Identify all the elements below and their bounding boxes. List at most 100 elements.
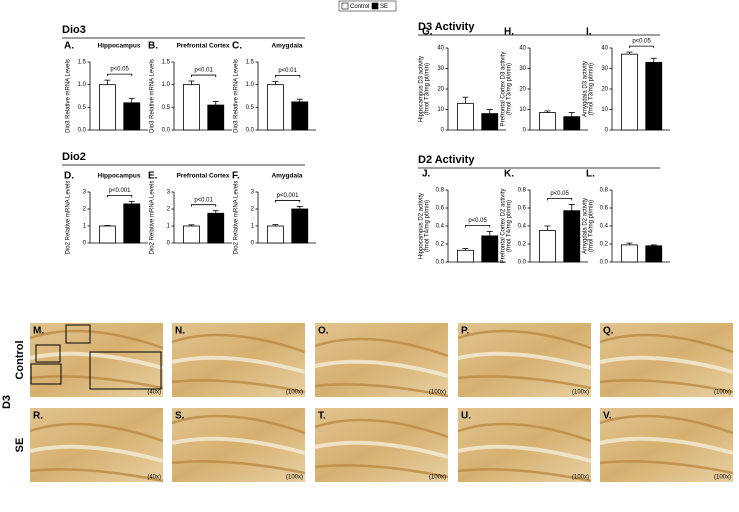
y-axis-label: Prefrontal Cortex D3 activity bbox=[501, 52, 507, 127]
significance-label: p<0.05 bbox=[632, 39, 651, 45]
significance-bracket bbox=[629, 45, 655, 49]
tissue-layer bbox=[171, 333, 306, 354]
micrograph: S. (100x) bbox=[171, 408, 306, 482]
tissue-layer bbox=[314, 359, 449, 378]
micrograph-panel: P. bbox=[461, 326, 469, 337]
y-tick-label: 0.6 bbox=[436, 206, 445, 212]
tissue-layer bbox=[171, 460, 306, 475]
micrograph-panel: Q. bbox=[603, 326, 614, 337]
bar bbox=[99, 84, 116, 131]
magnification: (100x) bbox=[572, 390, 589, 396]
tissue-layer bbox=[457, 444, 592, 463]
bar bbox=[563, 210, 581, 263]
y-axis-label: Dio2 Relative mRNA Levels bbox=[234, 181, 240, 255]
tissue-layer bbox=[29, 444, 164, 463]
panel-letter: A. bbox=[64, 41, 74, 52]
y-axis-label: (fmol T4/mg pt/min) bbox=[589, 200, 595, 252]
panel-letter: B. bbox=[148, 41, 158, 52]
y-tick-label: 0.6 bbox=[600, 206, 609, 212]
tissue-layer bbox=[599, 460, 734, 475]
y-axis-label: (fmol T4/mg pt/min) bbox=[507, 200, 513, 252]
significance-label: p<0.001 bbox=[109, 188, 132, 194]
significance-label: p<0.01 bbox=[194, 68, 213, 74]
y-axis-label: Dio2 Relative mRNA Levels bbox=[66, 181, 72, 255]
bar bbox=[182, 225, 200, 244]
inset-box bbox=[65, 324, 91, 344]
y-tick-label: 0.0 bbox=[600, 260, 609, 266]
y-tick-label: 0 bbox=[441, 128, 445, 134]
y-axis-label: (fmol T4/mg pt/min) bbox=[425, 200, 431, 252]
y-tick-label: 0.0 bbox=[518, 260, 527, 266]
y-tick-label: 2 bbox=[83, 207, 87, 213]
micrograph: O. (100x) bbox=[314, 323, 449, 398]
micrograph: R. (40x) bbox=[29, 408, 164, 483]
y-axis-label: Dio2 Relative mRNA Levels bbox=[150, 181, 156, 255]
y-tick-label: 1.5 bbox=[78, 60, 87, 66]
y-tick-label: 20 bbox=[519, 87, 526, 93]
y-tick-label: 1 bbox=[251, 224, 255, 230]
tissue-layer bbox=[314, 464, 449, 479]
micrograph: U. (100x) bbox=[457, 408, 592, 483]
bar bbox=[291, 101, 309, 131]
y-tick-label: 2 bbox=[167, 207, 171, 213]
tissue-layer bbox=[29, 422, 164, 443]
bar bbox=[539, 230, 556, 263]
y-tick-label: 40 bbox=[437, 46, 444, 52]
bar bbox=[481, 113, 499, 131]
inset-box bbox=[30, 363, 62, 385]
y-tick-label: 0 bbox=[167, 241, 171, 247]
significance-bracket bbox=[275, 200, 301, 203]
significance-bracket bbox=[191, 204, 217, 207]
y-tick-label: 0 bbox=[251, 241, 255, 247]
tissue-layer bbox=[457, 422, 592, 443]
y-tick-label: 0.0 bbox=[246, 128, 255, 134]
y-axis-label: Dio3 Relative mRNA Levels bbox=[66, 59, 72, 133]
chart-title: Amygdala bbox=[271, 173, 302, 180]
y-axis-label: Dio3 Relative mRNA Levels bbox=[234, 59, 240, 133]
y-tick-label: 0.2 bbox=[518, 242, 527, 248]
micrograph: P. (100x) bbox=[457, 323, 592, 397]
significance-label: p<0.05 bbox=[110, 67, 129, 73]
bar bbox=[456, 249, 474, 263]
magnification: (40x) bbox=[147, 475, 161, 481]
y-tick-label: 30 bbox=[601, 66, 608, 72]
chart-title: Amygdala bbox=[271, 43, 302, 50]
bar bbox=[563, 116, 581, 131]
y-tick-label: 3 bbox=[251, 190, 255, 196]
y-tick-label: 0.8 bbox=[600, 188, 609, 194]
y-tick-label: 40 bbox=[519, 46, 526, 52]
row-label: Control bbox=[14, 340, 26, 379]
legend-label: Control bbox=[350, 4, 369, 10]
y-tick-label: 30 bbox=[519, 66, 526, 72]
panel-letter: H. bbox=[504, 27, 514, 38]
significance-label: p<0.01 bbox=[278, 68, 297, 74]
y-tick-label: 0.4 bbox=[518, 224, 527, 230]
micrograph: M. (40x) bbox=[29, 323, 164, 397]
tissue-layer bbox=[314, 418, 449, 439]
tissue-layer bbox=[457, 351, 592, 370]
y-tick-label: 0.2 bbox=[600, 242, 609, 248]
magnification: (100x) bbox=[286, 390, 303, 396]
panel-letter: E. bbox=[148, 171, 158, 182]
legend-swatch bbox=[371, 2, 379, 10]
magnification: (100x) bbox=[429, 475, 446, 481]
y-axis-label: Dio3 Relative mRNA Levels bbox=[150, 59, 156, 133]
micrograph-panel: M. bbox=[33, 326, 44, 337]
y-axis-label: Hippocampus D2 activity bbox=[419, 193, 425, 259]
y-axis-label: Amygdala D2 activity bbox=[583, 198, 589, 254]
panel-letter: J. bbox=[422, 169, 431, 180]
micrograph-panel: N. bbox=[175, 326, 185, 337]
tissue-layer bbox=[29, 468, 164, 483]
y-axis-label: (fmol T3/mg pt/min) bbox=[425, 63, 431, 115]
section-title: D2 Activity bbox=[418, 154, 475, 166]
y-axis-label: (fmol T3/mg pt/min) bbox=[507, 63, 513, 115]
y-tick-label: 1.5 bbox=[246, 60, 255, 66]
tissue-layer bbox=[171, 414, 306, 435]
section-title: Dio3 bbox=[62, 24, 86, 36]
y-tick-label: 0.6 bbox=[518, 206, 527, 212]
y-tick-label: 3 bbox=[167, 190, 171, 196]
chart-title: Prefrontal Cortex bbox=[176, 43, 229, 50]
magnification: (100x) bbox=[286, 475, 303, 481]
y-tick-label: 1 bbox=[167, 224, 171, 230]
significance-bracket bbox=[275, 75, 301, 78]
